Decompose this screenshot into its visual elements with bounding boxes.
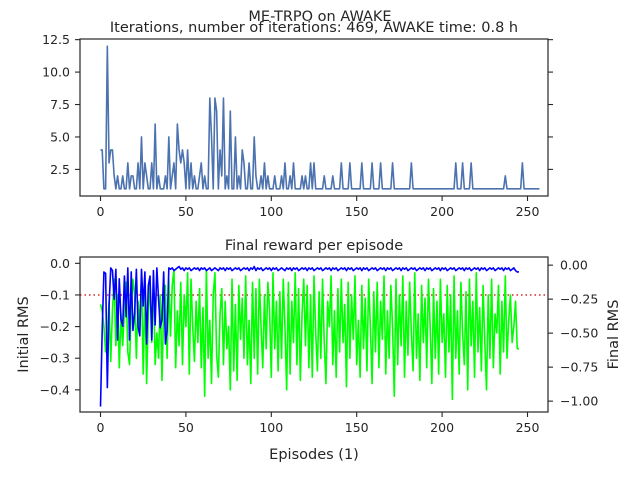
chart-title-2: Final reward per episode — [225, 238, 403, 254]
y-tick-label: −0.3 — [40, 351, 70, 366]
y-tick-label: 0.0 — [50, 256, 70, 271]
x-tick-label: 150 — [345, 204, 369, 219]
x-tick-label: 250 — [516, 204, 540, 219]
x-tick-label: 50 — [178, 420, 194, 435]
y-axis-label: Initial RMS — [16, 296, 32, 373]
x-tick-label: 200 — [430, 204, 454, 219]
x-tick-label: 0 — [97, 420, 105, 435]
chart-title-1: Iterations, number of iterations: 469, A… — [110, 20, 518, 36]
bottom-chart: Final reward per episode 0 50 100 150 200 250 −… — [16, 238, 622, 463]
y-tick-label: 10.0 — [42, 65, 70, 80]
x-axis-label: Episodes (1) — [269, 447, 359, 463]
figure-suptitle: ME-TRPO on AWAKE — [248, 9, 391, 25]
y-right-tick-label: 0.00 — [560, 258, 588, 273]
x-tick-label: 150 — [345, 420, 369, 435]
y-tick-label: 12.5 — [42, 32, 70, 47]
y-right-tick-label: −0.25 — [560, 292, 598, 307]
axes-frame-2 — [79, 256, 549, 413]
top-chart: Iterations, number of iterations: 469, A… — [42, 20, 553, 219]
series-line-2-1 — [99, 268, 519, 401]
x-tick-label: 100 — [259, 204, 283, 219]
axes-frame-1 — [79, 38, 549, 197]
y-right-tick-label: −0.75 — [560, 360, 598, 375]
x-tick-label: 50 — [178, 204, 194, 219]
x-tick-label: 200 — [430, 420, 454, 435]
x-tick-label: 250 — [516, 420, 540, 435]
y-tick-label: −0.2 — [40, 319, 70, 334]
y-tick-label: −0.4 — [40, 382, 70, 397]
y-right-axis-label: Final RMS — [606, 300, 622, 370]
y-right-tick-label: −1.00 — [560, 394, 598, 409]
series-line-1-1 — [100, 45, 540, 190]
y-tick-label: 7.5 — [50, 97, 70, 112]
y-tick-label: 5.0 — [50, 129, 70, 144]
y-tick-label: −0.1 — [40, 287, 70, 302]
x-tick-label: 0 — [97, 204, 105, 219]
x-tick-label: 100 — [259, 420, 283, 435]
series-line-2-2 — [99, 265, 519, 407]
y-right-tick-label: −0.50 — [560, 326, 598, 341]
y-tick-label: 2.5 — [50, 162, 70, 177]
